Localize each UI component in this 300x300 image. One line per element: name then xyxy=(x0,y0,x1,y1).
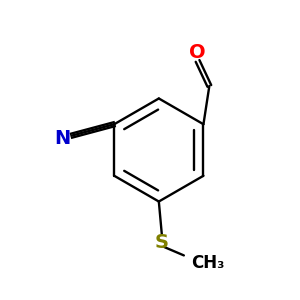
Text: O: O xyxy=(189,43,206,62)
Text: S: S xyxy=(155,233,169,252)
Text: CH₃: CH₃ xyxy=(191,254,225,272)
Text: N: N xyxy=(54,129,70,148)
